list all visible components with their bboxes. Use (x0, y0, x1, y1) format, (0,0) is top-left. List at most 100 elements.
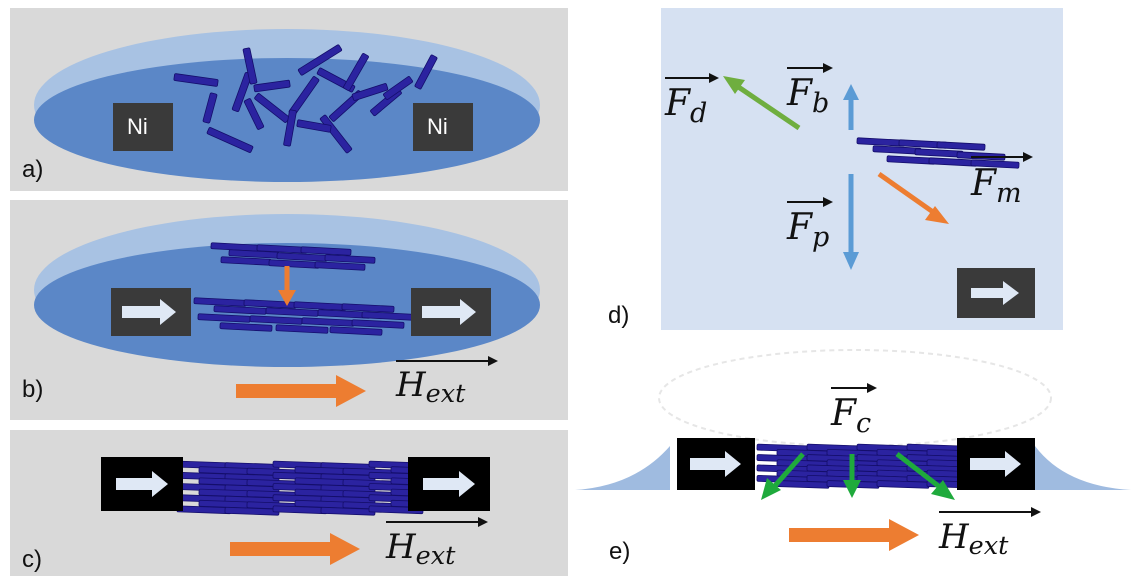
nanowire (351, 83, 389, 101)
magnet-arrow-icon (690, 451, 741, 477)
fc-overarrow (831, 383, 877, 393)
fb-subscript: b (811, 87, 830, 119)
scattered-nanowires (173, 44, 438, 154)
aligned-nanowire-bridge (176, 460, 446, 516)
nanowire (928, 157, 978, 167)
fb-symbol: F (787, 73, 812, 114)
capillary-force-arrows (761, 452, 955, 500)
panel-a: Ni Ni a) (10, 8, 568, 191)
h-symbol: H (386, 527, 416, 567)
h-symbol: H (396, 365, 426, 405)
settling-arrow (278, 266, 296, 306)
nanowire (383, 76, 413, 100)
nanowire (206, 127, 254, 153)
nanowire-bundle-lower (193, 297, 415, 336)
field-arrow (789, 519, 919, 551)
nanowire (886, 155, 936, 165)
panel-c: Hext c) (10, 430, 568, 576)
capillary-force-label: Fc (831, 396, 871, 437)
nanowire (776, 480, 830, 489)
magnet-arrow-icon (970, 451, 1021, 477)
ni-electrode-left (113, 103, 173, 151)
panel-d: d) (583, 8, 1063, 330)
nanowire (243, 98, 265, 130)
nanowire-bundle-upper (210, 242, 376, 271)
drag-force-label: Fd (665, 83, 707, 127)
h-subscript: ext (415, 541, 456, 572)
residual-liquid-right (1035, 446, 1131, 490)
field-vector-overarrow (386, 517, 488, 527)
fb-overarrow (787, 63, 833, 73)
panel-label-e: e) (609, 538, 631, 565)
fd-subscript: d (689, 97, 708, 129)
magnet-arrow-icon (971, 281, 1019, 305)
nanowire (275, 324, 329, 334)
panel-e: Fc Hext e) (575, 340, 1131, 580)
fm-symbol: F (971, 163, 996, 204)
nanowire (936, 141, 986, 151)
nanowire (300, 246, 352, 256)
h-ext-label: Hext (939, 517, 1008, 559)
nanowire (253, 79, 291, 93)
nanowire (283, 109, 297, 147)
buoyancy-force-arrow (843, 84, 859, 130)
nanowire (173, 73, 219, 87)
h-subscript: ext (425, 379, 466, 410)
magnet-left (101, 457, 183, 511)
panel-c-drawing (101, 457, 490, 565)
fm-overarrow (971, 152, 1033, 162)
fd-symbol: F (665, 83, 690, 124)
field-vector-overarrow (939, 507, 1041, 517)
field-arrow (230, 533, 360, 565)
buoyancy-force-label: Fb (787, 73, 829, 117)
h-symbol: H (939, 517, 969, 557)
magnetic-force-arrow (877, 171, 949, 224)
panel-b-drawing (34, 214, 540, 407)
nanowire (914, 148, 964, 158)
ni-label-right: Ni (427, 114, 448, 139)
field-arrow (236, 375, 366, 407)
nanowire (314, 261, 366, 271)
fc-subscript: c (855, 407, 872, 439)
h-subscript: ext (968, 531, 1009, 562)
nanowire (872, 145, 922, 155)
panel-label-c: c) (22, 546, 42, 573)
panel-b: Hext b) (10, 200, 568, 420)
nanowire (242, 47, 258, 85)
magnet-left (677, 438, 755, 490)
force-diagram-area: Fd Fb Fm Fp (661, 8, 1063, 330)
nanowire (414, 54, 438, 90)
magnetic-force-label: Fm (971, 163, 1022, 207)
fp-symbol: F (787, 207, 812, 248)
magnet-arrow-icon (122, 299, 176, 325)
fm-subscript: m (995, 177, 1022, 209)
nanowire (856, 137, 906, 147)
ni-label-left: Ni (127, 114, 148, 139)
magnet-right (411, 288, 491, 336)
panel-a-drawing (34, 29, 540, 182)
h-ext-label: Hext (386, 527, 455, 569)
fp-overarrow (787, 197, 833, 207)
field-vector-overarrow (396, 356, 498, 366)
nanowire (970, 159, 1020, 169)
fd-overarrow (665, 73, 719, 83)
magnet-arrow-icon (422, 299, 476, 325)
nanowire (343, 53, 369, 91)
nanowire (324, 254, 376, 264)
magnet-arrow-icon (423, 471, 475, 497)
fp-subscript: p (811, 221, 830, 253)
panel-label-d: d) (608, 302, 630, 329)
panel-d-drawing (665, 63, 1035, 318)
nanowire (351, 319, 405, 329)
magnet-right (957, 438, 1035, 490)
nanowire (202, 92, 218, 124)
nanowire (296, 119, 332, 133)
magnet (957, 268, 1035, 318)
drag-force-arrow (723, 76, 801, 131)
panel-label-b: b) (22, 376, 44, 403)
panel-e-drawing (575, 349, 1131, 551)
nanowire (297, 44, 343, 76)
magnet-arrow-icon (116, 471, 168, 497)
magnet-left (111, 288, 191, 336)
nanowire (341, 303, 395, 313)
